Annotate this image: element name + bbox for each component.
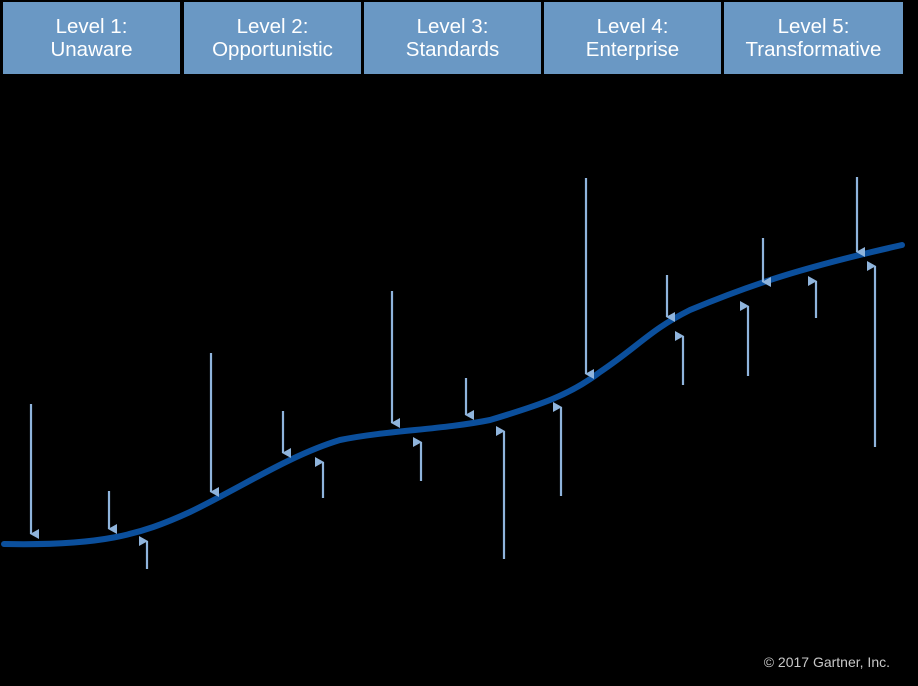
level-4-number: Level 4: bbox=[596, 15, 669, 38]
level-4-box: Level 4: Enterprise bbox=[544, 2, 721, 74]
maturity-level-bar: Level 1: Unaware Level 2: Opportunistic … bbox=[3, 2, 903, 74]
level-2-number: Level 2: bbox=[236, 15, 309, 38]
level-5-name: Transformative bbox=[745, 38, 882, 61]
level-1-box: Level 1: Unaware bbox=[3, 2, 180, 74]
maturity-curve bbox=[1, 242, 905, 548]
down-arrows bbox=[29, 177, 865, 539]
level-3-name: Standards bbox=[405, 38, 500, 61]
copyright-notice: © 2017 Gartner, Inc. bbox=[763, 654, 890, 670]
level-4-name: Enterprise bbox=[585, 38, 680, 61]
level-3-box: Level 3: Standards bbox=[364, 2, 541, 74]
level-2-name: Opportunistic bbox=[212, 38, 333, 61]
level-5-box: Level 5: Transformative bbox=[724, 2, 903, 74]
level-1-name: Unaware bbox=[50, 38, 133, 61]
up-arrows bbox=[139, 261, 877, 569]
level-5-number: Level 5: bbox=[777, 15, 850, 38]
level-3-number: Level 3: bbox=[416, 15, 489, 38]
level-2-box: Level 2: Opportunistic bbox=[184, 2, 361, 74]
level-1-number: Level 1: bbox=[55, 15, 128, 38]
